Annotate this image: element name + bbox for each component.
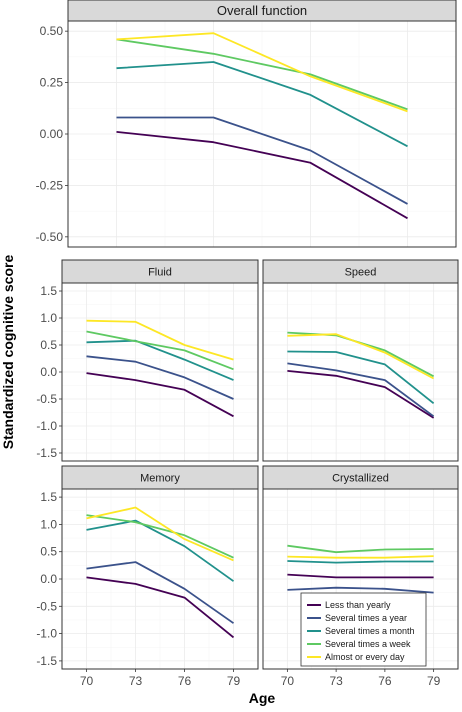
x-tick-label: 79 xyxy=(427,674,441,688)
y-tick-label: 0.0 xyxy=(40,365,57,379)
x-tick-label: 79 xyxy=(227,674,241,688)
legend-label-almost-or-every-day: Almost or every day xyxy=(325,652,405,662)
legend-label-several-times-a-month: Several times a month xyxy=(325,626,415,636)
y-tick-label: -0.5 xyxy=(36,392,57,406)
series-line-memory-several-times-a-year xyxy=(86,561,235,624)
series-line-overall-function-several-times-a-month xyxy=(116,61,408,148)
series-line-crystallized-several-times-a-month xyxy=(287,560,434,564)
series-line-speed-several-times-a-month xyxy=(287,350,435,405)
legend xyxy=(300,592,427,667)
y-tick-label: -0.25 xyxy=(36,178,64,192)
series-line-crystallized-almost-or-every-day xyxy=(287,555,434,559)
y-tick-label: -0.5 xyxy=(36,599,57,613)
series-line-crystallized-several-times-a-year xyxy=(287,586,434,594)
series-line-memory-several-times-a-week xyxy=(86,514,234,559)
panel-title-speed: Speed xyxy=(345,267,377,279)
y-tick-label: -0.50 xyxy=(36,230,64,244)
panel-border xyxy=(262,488,459,670)
series-line-crystallized-less-than-yearly xyxy=(287,573,434,579)
y-tick-label: 1.0 xyxy=(40,311,57,325)
legend-label-several-times-a-year: Several times a year xyxy=(325,613,407,623)
x-tick-label: 70 xyxy=(281,674,295,688)
series-line-fluid-several-times-a-month xyxy=(86,339,234,381)
series-line-speed-almost-or-every-day xyxy=(287,333,435,380)
x-tick-label: 76 xyxy=(378,674,392,688)
series-line-memory-less-than-yearly xyxy=(86,576,235,639)
y-tick-label: -1.0 xyxy=(36,627,57,641)
panel-title-overall-function: Overall function xyxy=(217,3,307,18)
y-tick-label: 0.00 xyxy=(40,127,64,141)
series-line-overall-function-several-times-a-year xyxy=(116,116,408,205)
y-tick-label: 0.25 xyxy=(40,76,64,90)
y-tick-label: 1.0 xyxy=(40,517,57,531)
series-line-memory-several-times-a-month xyxy=(86,519,235,582)
series-line-fluid-less-than-yearly xyxy=(86,372,234,418)
series-line-fluid-almost-or-every-day xyxy=(86,319,234,361)
series-line-fluid-several-times-a-year xyxy=(86,355,234,400)
y-tick-label: -1.5 xyxy=(36,446,57,460)
series-line-speed-less-than-yearly xyxy=(287,370,435,419)
x-tick-label: 76 xyxy=(178,674,192,688)
y-tick-label: -1.0 xyxy=(36,419,57,433)
y-tick-label: 0.50 xyxy=(40,24,64,38)
panel-title-crystallized: Crystallized xyxy=(332,473,389,485)
y-tick-label: -1.5 xyxy=(36,654,57,668)
series-line-fluid-several-times-a-week xyxy=(86,330,234,371)
panel-border xyxy=(262,282,459,462)
series-line-overall-function-almost-or-every-day xyxy=(116,32,408,113)
y-tick-label: 0.5 xyxy=(40,338,57,352)
series-line-overall-function-less-than-yearly xyxy=(116,131,408,220)
x-tick-label: 73 xyxy=(329,674,343,688)
panel-title-fluid: Fluid xyxy=(148,267,172,279)
y-axis-title: Standardized cognitive score xyxy=(0,255,16,450)
y-tick-label: 1.5 xyxy=(40,490,57,504)
y-tick-label: 1.5 xyxy=(40,284,57,298)
series-line-memory-almost-or-every-day xyxy=(86,506,234,562)
series-line-speed-several-times-a-year xyxy=(287,362,435,418)
y-tick-label: 0.5 xyxy=(40,545,57,559)
legend-label-less-than-yearly: Less than yearly xyxy=(325,600,391,610)
legend-label-several-times-a-week: Several times a week xyxy=(325,639,411,649)
series-line-crystallized-several-times-a-week xyxy=(287,544,434,554)
x-axis-title: Age xyxy=(249,690,276,706)
x-tick-label: 73 xyxy=(129,674,143,688)
y-tick-label: 0.0 xyxy=(40,572,57,586)
series-line-overall-function-several-times-a-week xyxy=(116,38,408,111)
panel-title-memory: Memory xyxy=(140,473,180,485)
x-tick-label: 70 xyxy=(80,674,94,688)
